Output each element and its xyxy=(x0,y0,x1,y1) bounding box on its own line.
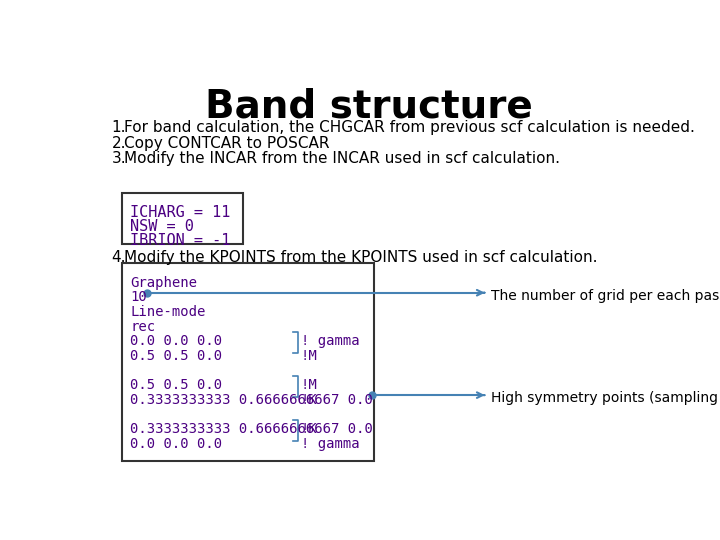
Text: 0.3333333333 0.6666666667 0.0: 0.3333333333 0.6666666667 0.0 xyxy=(130,393,373,407)
Text: !M: !M xyxy=(301,349,318,363)
Text: High symmetry points (sampling passes).: High symmetry points (sampling passes). xyxy=(490,392,720,406)
Text: Modify the KPOINTS from the KPOINTS used in scf calculation.: Modify the KPOINTS from the KPOINTS used… xyxy=(124,249,598,265)
Text: 0.0 0.0 0.0: 0.0 0.0 0.0 xyxy=(130,334,222,348)
Text: ! gamma: ! gamma xyxy=(301,437,359,451)
Text: ICHARG = 11: ICHARG = 11 xyxy=(130,205,230,220)
Text: The number of grid per each passes.: The number of grid per each passes. xyxy=(490,289,720,303)
Text: For band calculation, the CHGCAR from previous scf calculation is needed.: For band calculation, the CHGCAR from pr… xyxy=(124,120,695,135)
Text: !K: !K xyxy=(301,422,318,436)
Text: 0.5 0.5 0.0: 0.5 0.5 0.0 xyxy=(130,378,222,392)
Text: 1.: 1. xyxy=(112,120,126,135)
Text: 2.: 2. xyxy=(112,136,126,151)
Text: !M: !M xyxy=(301,378,318,392)
Text: 3.: 3. xyxy=(112,151,126,166)
Text: 10: 10 xyxy=(130,291,147,305)
Text: rec: rec xyxy=(130,320,156,334)
Text: 0.5 0.5 0.0: 0.5 0.5 0.0 xyxy=(130,349,222,363)
Text: Copy CONTCAR to POSCAR: Copy CONTCAR to POSCAR xyxy=(124,136,330,151)
Text: Graphene: Graphene xyxy=(130,276,197,290)
FancyBboxPatch shape xyxy=(122,193,243,244)
FancyBboxPatch shape xyxy=(122,262,374,461)
Text: Line-mode: Line-mode xyxy=(130,305,206,319)
Text: NSW = 0: NSW = 0 xyxy=(130,219,194,234)
Text: IBRION = -1: IBRION = -1 xyxy=(130,233,230,248)
Text: !K: !K xyxy=(301,393,318,407)
Text: ! gamma: ! gamma xyxy=(301,334,359,348)
Text: 0.0 0.0 0.0: 0.0 0.0 0.0 xyxy=(130,437,222,451)
Text: Band structure: Band structure xyxy=(205,88,533,126)
Text: Modify the INCAR from the INCAR used in scf calculation.: Modify the INCAR from the INCAR used in … xyxy=(124,151,560,166)
Text: 4.: 4. xyxy=(112,249,126,265)
Text: 0.3333333333 0.6666666667 0.0: 0.3333333333 0.6666666667 0.0 xyxy=(130,422,373,436)
